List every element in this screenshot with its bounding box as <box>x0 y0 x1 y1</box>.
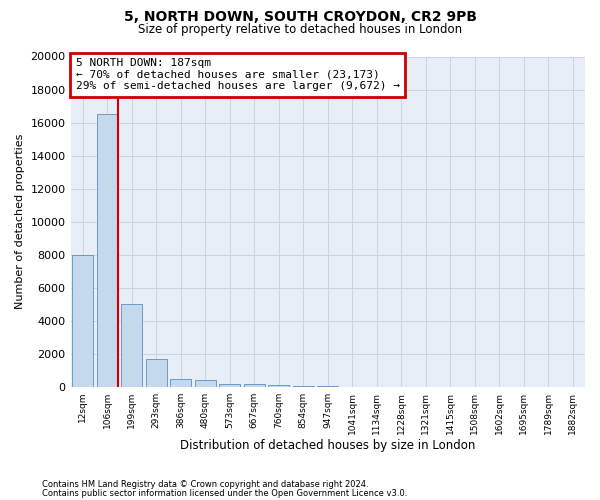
Bar <box>73 255 93 387</box>
Bar <box>293 386 314 387</box>
Text: Contains public sector information licensed under the Open Government Licence v3: Contains public sector information licen… <box>42 488 407 498</box>
Text: Size of property relative to detached houses in London: Size of property relative to detached ho… <box>138 22 462 36</box>
X-axis label: Distribution of detached houses by size in London: Distribution of detached houses by size … <box>180 440 475 452</box>
Bar <box>170 378 191 387</box>
Bar <box>121 304 142 387</box>
Bar <box>97 114 118 387</box>
Bar <box>220 384 240 387</box>
Text: 5, NORTH DOWN, SOUTH CROYDON, CR2 9PB: 5, NORTH DOWN, SOUTH CROYDON, CR2 9PB <box>124 10 476 24</box>
Bar <box>195 380 215 387</box>
Y-axis label: Number of detached properties: Number of detached properties <box>15 134 25 310</box>
Bar <box>317 386 338 387</box>
Text: 5 NORTH DOWN: 187sqm
← 70% of detached houses are smaller (23,173)
29% of semi-d: 5 NORTH DOWN: 187sqm ← 70% of detached h… <box>76 58 400 92</box>
Bar <box>268 385 289 387</box>
Text: Contains HM Land Registry data © Crown copyright and database right 2024.: Contains HM Land Registry data © Crown c… <box>42 480 368 489</box>
Bar <box>244 384 265 387</box>
Bar <box>146 359 167 387</box>
